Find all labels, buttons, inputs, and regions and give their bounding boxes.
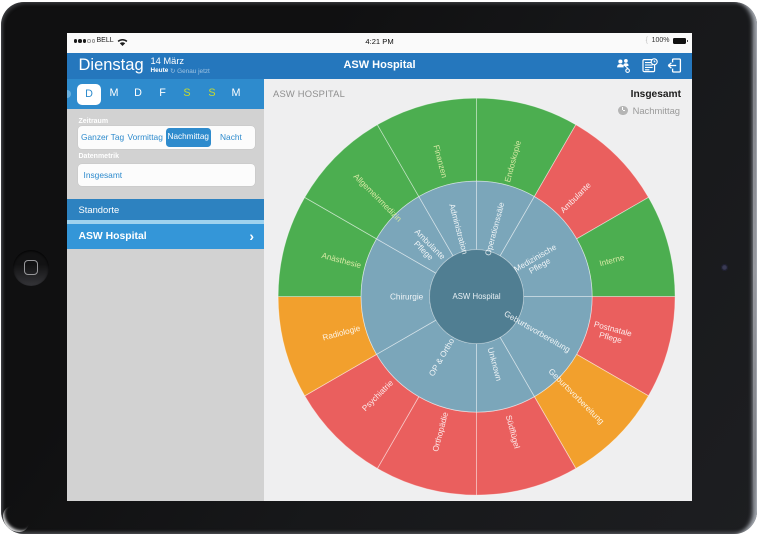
svg-text:Chirurgie: Chirurgie [390, 292, 424, 301]
svg-text:ASW Hospital: ASW Hospital [453, 292, 501, 301]
